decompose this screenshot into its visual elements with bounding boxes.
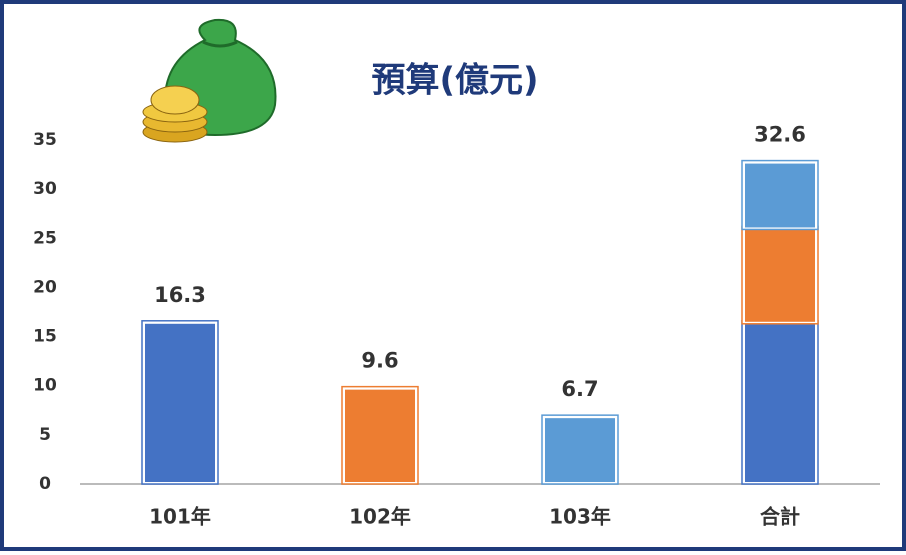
x-tick-label: 101年: [149, 505, 211, 529]
data-label: 9.6: [361, 349, 398, 373]
y-tick-label: 5: [39, 425, 51, 445]
x-tick-label: 103年: [549, 505, 611, 529]
data-label: 6.7: [561, 377, 598, 401]
bar: [745, 324, 815, 482]
bar: [745, 229, 815, 321]
y-tick-label: 10: [33, 376, 57, 396]
bar: [345, 390, 415, 482]
chart-title: 預算(億元): [371, 61, 538, 101]
x-tick-label: 102年: [349, 505, 411, 529]
data-label: 32.6: [754, 123, 806, 147]
y-tick-label: 0: [39, 474, 51, 494]
y-tick-label: 20: [33, 277, 57, 297]
bar: [545, 418, 615, 482]
data-label: 16.3: [154, 283, 206, 307]
y-tick-label: 25: [33, 228, 57, 248]
bar: [745, 164, 815, 228]
bar: [145, 324, 215, 482]
y-tick-label: 15: [33, 327, 57, 347]
x-tick-label: 合計: [760, 505, 800, 529]
y-tick-label: 35: [33, 130, 57, 150]
chart: 預算(億元) 0 5 10 15 20 25 30 35 16.3 101年 9.6 102年 6.7 1…: [0, 0, 906, 551]
y-tick-label: 30: [33, 179, 57, 199]
